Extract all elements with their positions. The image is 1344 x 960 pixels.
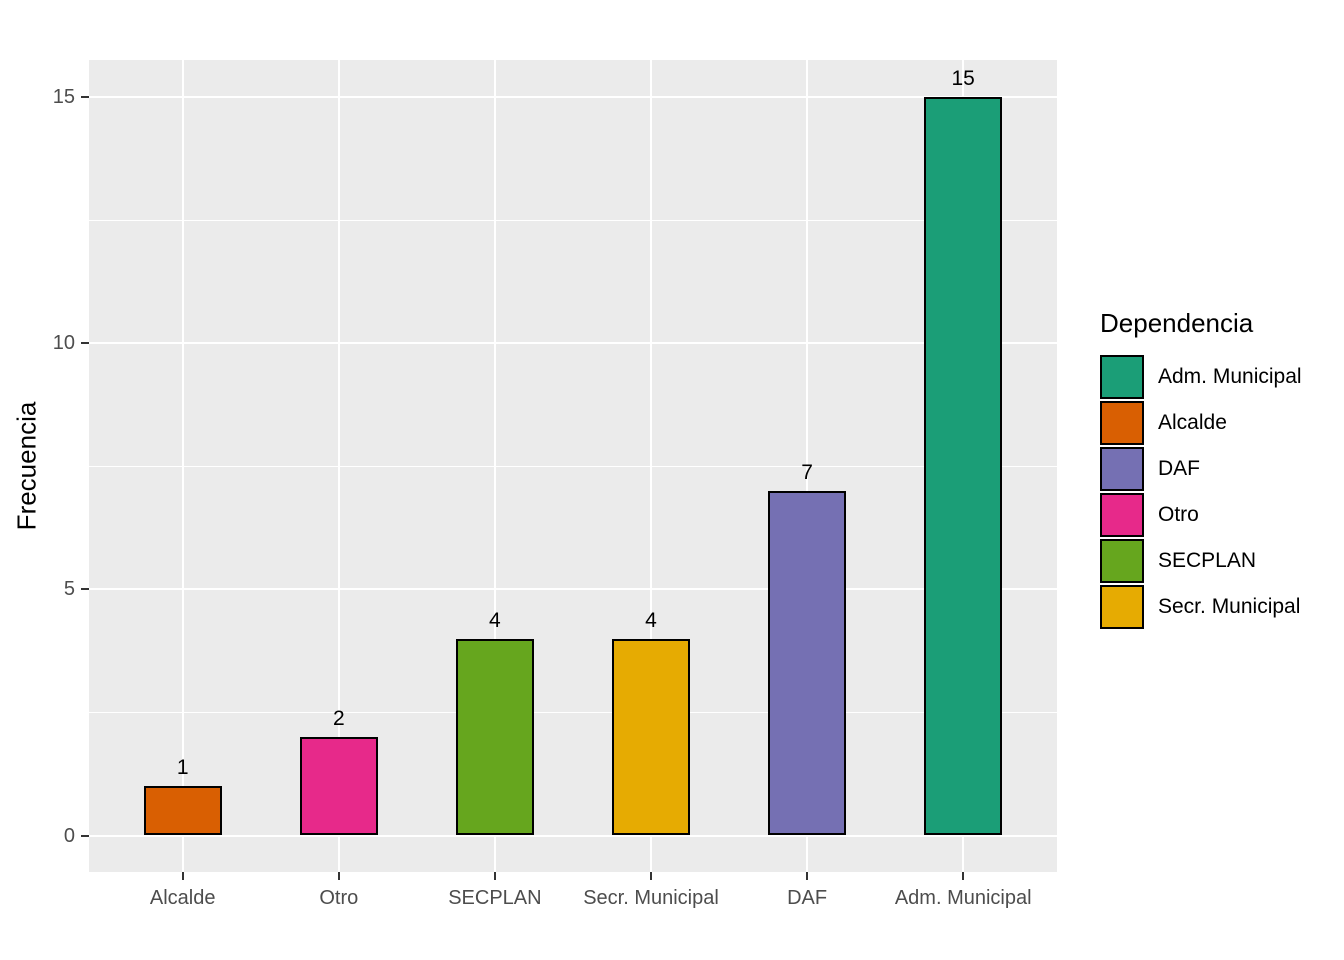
legend-label: DAF (1158, 457, 1200, 480)
x-tick-label: Adm. Municipal (894, 887, 1032, 909)
x-tick (962, 872, 965, 880)
grid-major-h (89, 342, 1057, 345)
legend-item-otro: Otro (1100, 493, 1302, 537)
legend-item-daf: DAF (1100, 447, 1302, 491)
bar-adm-municipal (924, 97, 1003, 836)
legend-key-secr-municipal (1100, 585, 1144, 629)
y-tick-label: 0 (63, 824, 75, 847)
legend-items: Adm. Municipal Alcalde DAF Otro SECPLAN Secr.… (1100, 355, 1302, 629)
bar-alcalde (143, 786, 222, 836)
bar-value-label: 7 (801, 460, 813, 484)
x-tick (181, 872, 184, 880)
legend-label: SECPLAN (1158, 549, 1257, 572)
bar-secplan (455, 638, 534, 836)
legend-title: Dependencia (1100, 308, 1254, 338)
x-tick (650, 872, 652, 880)
bar-value-label: 15 (951, 67, 975, 91)
legend-key-daf (1100, 447, 1144, 491)
grid-major-v (650, 60, 652, 872)
legend-label: Alcalde (1158, 411, 1227, 434)
y-tick-label: 15 (52, 86, 75, 109)
bar-secr-municipal (612, 638, 690, 836)
x-tick-label: SECPLAN (448, 887, 542, 909)
bar-daf (768, 490, 847, 836)
bar-otro (299, 737, 378, 836)
y-tick (81, 96, 89, 99)
y-tick-label: 5 (63, 578, 75, 601)
grid-major-h (89, 588, 1057, 591)
legend-key-adm-municipal (1100, 355, 1144, 399)
grid-major-v (337, 60, 340, 872)
legend-key-otro (1100, 493, 1144, 537)
x-tick-label: Secr. Municipal (583, 887, 719, 909)
bar-value-label: 4 (489, 608, 501, 632)
legend-item-secplan: SECPLAN (1100, 539, 1302, 583)
legend-label: Otro (1158, 503, 1199, 526)
legend-item-secr-municipal: Secr. Municipal (1100, 585, 1302, 629)
legend-item-adm-municipal: Adm. Municipal (1100, 355, 1302, 399)
grid-major-v (181, 60, 184, 872)
grid-major-v (493, 60, 496, 872)
legend-item-alcalde: Alcalde (1100, 401, 1302, 445)
y-tick (81, 342, 89, 345)
x-tick-label: Alcalde (149, 887, 216, 909)
y-axis-title: Frecuencia (11, 401, 42, 531)
grid-major-h (89, 834, 1057, 837)
grid-minor-h (89, 465, 1057, 467)
y-tick (81, 588, 89, 591)
grid-major-h (89, 96, 1057, 99)
bar-value-label: 2 (332, 707, 345, 731)
x-tick (493, 872, 496, 880)
legend-label: Adm. Municipal (1158, 365, 1302, 388)
grid-major-v (806, 60, 809, 872)
x-tick-label: Otro (319, 887, 359, 909)
y-tick-label: 10 (52, 332, 75, 355)
x-tick (806, 872, 809, 880)
legend-key-secplan (1100, 539, 1144, 583)
bar-value-label: 4 (645, 608, 657, 632)
plot-panel: 1 2 4 4 7 15 (89, 60, 1057, 872)
x-tick (337, 872, 340, 880)
legend-key-alcalde (1100, 401, 1144, 445)
x-tick-label: DAF (787, 887, 828, 909)
legend: Dependencia Adm. Municipal Alcalde DAF Otro… (1100, 308, 1302, 631)
grid-minor-h (89, 711, 1057, 713)
grid-minor-h (89, 219, 1057, 221)
bar-value-label: 1 (176, 756, 189, 780)
legend-label: Secr. Municipal (1158, 595, 1301, 618)
y-tick (81, 834, 89, 837)
